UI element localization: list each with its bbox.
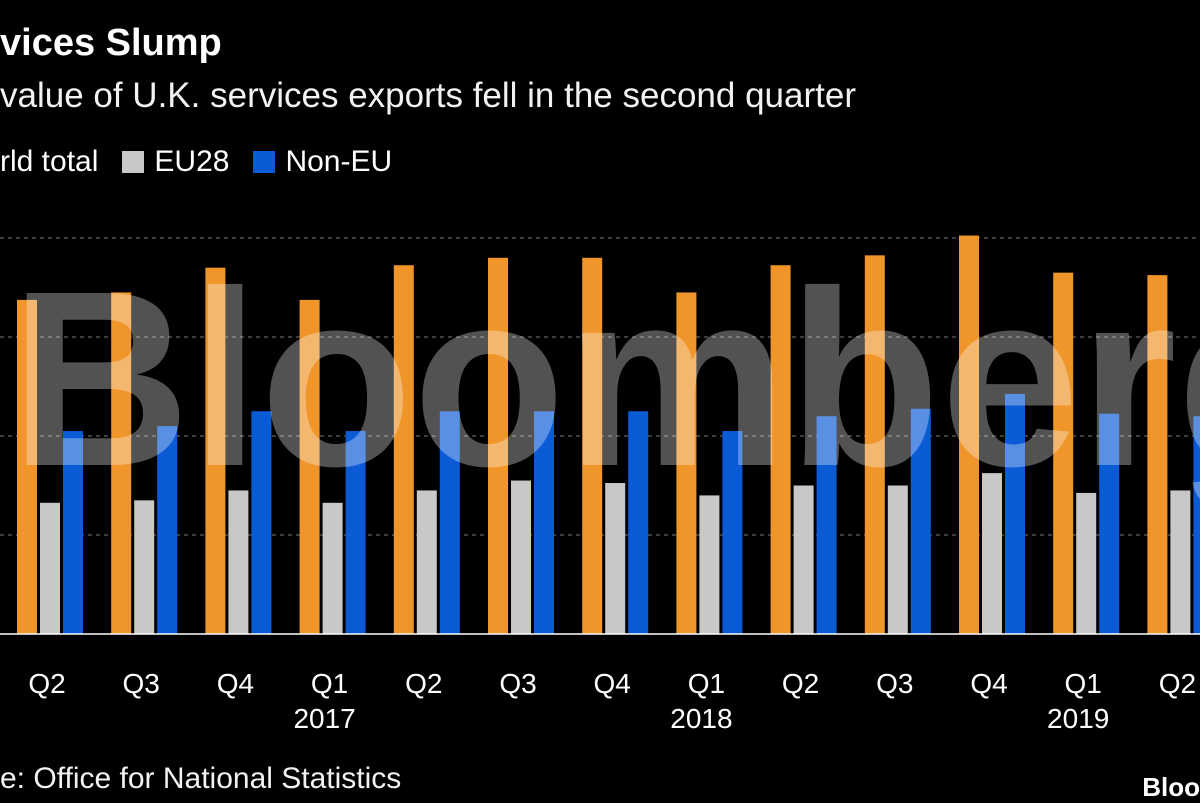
bar-non-eu-8 (816, 416, 837, 634)
bar-non-eu-10 (1005, 393, 1025, 634)
bar-rld-total-6 (582, 257, 603, 634)
bar-rld-total-9 (864, 255, 885, 634)
legend-label-world-total: rld total (0, 145, 99, 178)
chart-title: vices Slump (0, 22, 222, 64)
brand-logo: Bloo (1142, 772, 1200, 802)
x-tick-label: Q2 (782, 668, 819, 699)
x-tick-label: Q3 (123, 668, 160, 699)
bar-eu28-10 (982, 473, 1002, 634)
x-tick-label: Q1 (311, 668, 348, 699)
legend-item-non-eu: Non-EU (253, 145, 392, 179)
bar-non-eu-1 (157, 426, 178, 634)
bar-rld-total-8 (770, 265, 791, 634)
chart-subtitle: value of U.K. services exports fell in t… (0, 76, 856, 115)
bar-eu28-7 (699, 495, 720, 634)
bar-non-eu-9 (910, 408, 931, 634)
bar-non-eu-2 (251, 411, 272, 634)
bar-rld-total-0 (17, 299, 37, 634)
bar-rld-total-3 (299, 299, 320, 634)
watermark: Bloomberg (10, 239, 1200, 518)
x-tick-label: Q2 (405, 668, 442, 699)
bar-rld-total-12 (1147, 275, 1168, 634)
x-tick-label: Q1 (1065, 668, 1102, 699)
legend-item-world-total: rld total (0, 145, 98, 179)
x-tick-label: Q3 (876, 668, 913, 699)
legend-swatch-non-eu (253, 151, 276, 173)
bar-non-eu-11 (1099, 413, 1120, 634)
x-tick-label: Q4 (594, 668, 631, 699)
bar-rld-total-1 (111, 292, 132, 634)
bar-eu28-4 (416, 490, 437, 634)
bar-rld-total-5 (488, 257, 508, 634)
bar-non-eu-6 (628, 411, 649, 634)
bar-non-eu-5 (534, 411, 554, 634)
bar-eu28-8 (793, 485, 814, 634)
bar-eu28-5 (511, 480, 531, 634)
legend-label-non-eu: Non-EU (285, 145, 393, 178)
x-tick-label: Q4 (970, 668, 1007, 699)
year-label: 2019 (1047, 703, 1109, 734)
year-label: 2018 (670, 703, 732, 734)
bar-non-eu-12 (1193, 416, 1200, 634)
x-tick-label: Q2 (1159, 668, 1196, 699)
bar-rld-total-2 (205, 267, 226, 634)
bar-eu28-3 (322, 502, 343, 634)
bar-non-eu-4 (439, 411, 460, 634)
bar-non-eu-7 (722, 431, 743, 634)
year-label: 2017 (293, 703, 355, 734)
bar-eu28-0 (40, 502, 60, 634)
bar-rld-total-11 (1053, 272, 1074, 634)
bar-rld-total-4 (393, 265, 414, 634)
bar-eu28-12 (1170, 490, 1191, 634)
bar-rld-total-10 (959, 235, 979, 634)
chart-legend: rld total EU28 Non-EU (0, 145, 416, 179)
bar-non-eu-0 (63, 431, 83, 634)
x-tick-label: Q3 (499, 668, 536, 699)
x-tick-label: Q1 (688, 668, 725, 699)
bar-eu28-6 (605, 483, 626, 634)
bar-rld-total-7 (676, 292, 697, 634)
bar-non-eu-3 (345, 431, 366, 634)
x-tick-label: Q4 (217, 668, 254, 699)
chart-source: e: Office for National Statistics (0, 762, 402, 795)
legend-item-eu28: EU28 (122, 145, 229, 179)
bar-eu28-2 (228, 490, 249, 634)
x-tick-label: Q2 (28, 668, 65, 699)
bar-eu28-1 (134, 500, 155, 634)
bar-eu28-11 (1076, 492, 1097, 634)
legend-label-eu28: EU28 (154, 145, 230, 178)
legend-swatch-eu28 (122, 151, 145, 173)
bar-eu28-9 (887, 485, 908, 634)
